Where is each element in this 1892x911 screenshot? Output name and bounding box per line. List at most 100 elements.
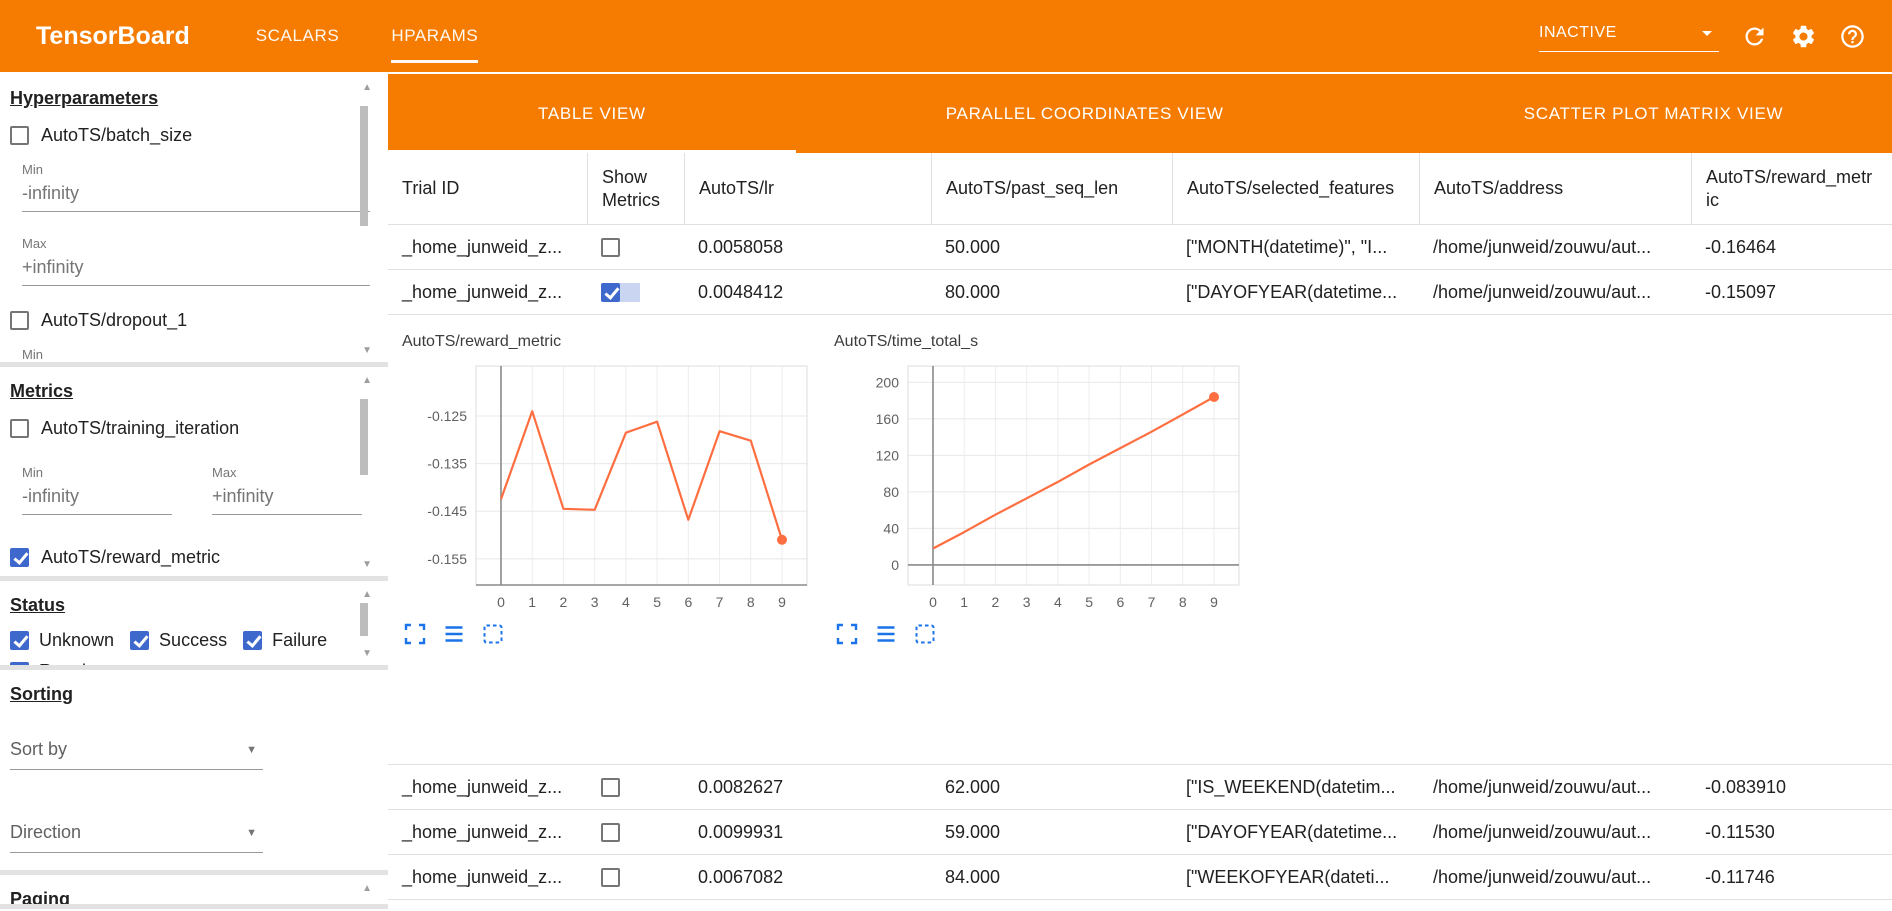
refresh-icon[interactable] bbox=[1741, 23, 1768, 50]
chart-title: AutoTS/reward_metric bbox=[402, 333, 562, 350]
cell-trial-id: _home_junweid_z... bbox=[402, 776, 563, 797]
table-row[interactable]: _home_junweid_z... 0.0082627 62.000 ["IS_WE… bbox=[388, 765, 1892, 810]
settings-icon[interactable] bbox=[1790, 23, 1817, 50]
selection-box-icon[interactable] bbox=[482, 623, 504, 645]
show-metrics-checkbox[interactable] bbox=[601, 867, 620, 887]
svg-text:-0.155: -0.155 bbox=[427, 551, 467, 567]
reward-metric-checkbox[interactable] bbox=[10, 548, 29, 567]
hparam-dropout-row[interactable]: AutoTS/dropout_1 bbox=[10, 310, 370, 331]
tab-scatter-plot-matrix-view[interactable]: SCATTER PLOT MATRIX VIEW bbox=[1523, 103, 1784, 123]
max-input[interactable]: +infinity bbox=[22, 257, 370, 286]
success-checkbox[interactable] bbox=[130, 631, 150, 650]
table-view-icon[interactable] bbox=[875, 623, 897, 645]
table-row[interactable]: _home_junweid_z... 0.0067082 84.000 ["WEEKO… bbox=[388, 855, 1892, 900]
min-input[interactable]: -infinity bbox=[22, 183, 370, 212]
sort-by-label: Sort by bbox=[10, 739, 68, 759]
running-checkbox[interactable] bbox=[10, 662, 29, 665]
sidebar: Hyperparameters AutoTS/batch_size Min -i… bbox=[0, 74, 388, 909]
tab-table-view[interactable]: TABLE VIEW bbox=[388, 74, 796, 153]
table-rows-bottom: _home_junweid_z... 0.0082627 62.000 ["IS_WE… bbox=[388, 765, 1892, 900]
min-label: Min bbox=[22, 347, 43, 362]
help-icon[interactable] bbox=[1839, 23, 1866, 50]
min-input[interactable]: -infinity bbox=[22, 486, 172, 515]
dropout-min-field: Min bbox=[22, 347, 370, 362]
cell-address: /home/junweid/zouwu/aut... bbox=[1433, 866, 1652, 887]
show-metrics-checkbox[interactable] bbox=[601, 282, 620, 302]
metric-label: AutoTS/training_iteration bbox=[41, 418, 240, 438]
scrollbar-thumb[interactable] bbox=[360, 399, 368, 475]
time-total-chart[interactable]: 0 1 2 3 4 5 6 7 8 9 0 40 80 120 160 200 bbox=[832, 359, 1244, 611]
cell-address: /home/junweid/zouwu/aut... bbox=[1433, 236, 1652, 257]
chart-block-reward-metric: AutoTS/reward_metric 0 1 2 3 4 5 6 7 8 9 -0.125 -0.… bbox=[400, 331, 816, 645]
cell-reward-metric: -0.16464 bbox=[1705, 236, 1777, 257]
scroll-up-icon[interactable]: ▲ bbox=[362, 82, 372, 93]
selection-box-icon[interactable] bbox=[914, 623, 936, 645]
svg-text:7: 7 bbox=[716, 594, 724, 610]
scroll-up-icon[interactable]: ▲ bbox=[362, 589, 372, 600]
training-iteration-checkbox[interactable] bbox=[10, 419, 29, 438]
tab-scalars[interactable]: SCALARS bbox=[255, 26, 340, 45]
cell-lr: 0.0048412 bbox=[698, 281, 784, 302]
fullscreen-icon[interactable] bbox=[836, 623, 858, 645]
status-failure[interactable]: Failure bbox=[243, 630, 327, 651]
status-label: Running bbox=[39, 661, 106, 665]
tab-parallel-coordinates-view[interactable]: PARALLEL COORDINATES VIEW bbox=[945, 103, 1224, 123]
scrollbar-thumb[interactable] bbox=[360, 106, 368, 226]
reload-mode-value: INACTIVE bbox=[1539, 23, 1617, 41]
show-metrics-checkbox[interactable] bbox=[601, 777, 620, 797]
batch-size-max-field: Max +infinity bbox=[22, 236, 370, 286]
table-view-icon[interactable] bbox=[443, 623, 465, 645]
show-metrics-checkbox[interactable] bbox=[601, 822, 620, 842]
svg-text:8: 8 bbox=[1179, 594, 1187, 610]
scrollbar-thumb[interactable] bbox=[360, 603, 368, 636]
table-row[interactable]: _home_junweid_z... 0.0048412 80.000 ["DAYOF… bbox=[388, 270, 1892, 315]
direction-select[interactable]: Direction ▼ bbox=[10, 816, 263, 853]
reload-mode-select[interactable]: INACTIVE bbox=[1539, 21, 1719, 52]
status-label: Success bbox=[159, 630, 228, 650]
cell-selected-features: ["DAYOFYEAR(datetime... bbox=[1186, 281, 1398, 302]
column-header-0[interactable]: Trial ID bbox=[402, 178, 460, 199]
scroll-down-icon[interactable]: ▼ bbox=[362, 559, 372, 570]
scroll-up-icon[interactable]: ▲ bbox=[362, 883, 372, 894]
svg-text:6: 6 bbox=[1116, 594, 1124, 610]
column-header-3[interactable]: AutoTS/past_seq_len bbox=[931, 153, 1172, 224]
column-header-2[interactable]: AutoTS/lr bbox=[684, 153, 931, 224]
show-metrics-checkbox[interactable] bbox=[601, 237, 620, 257]
column-header-5[interactable]: AutoTS/address bbox=[1419, 153, 1691, 224]
column-header-4[interactable]: AutoTS/selected_features bbox=[1172, 153, 1419, 224]
scroll-up-icon[interactable]: ▲ bbox=[362, 375, 372, 386]
metric-training-iteration-row[interactable]: AutoTS/training_iteration bbox=[10, 418, 370, 439]
fullscreen-icon[interactable] bbox=[404, 623, 426, 645]
cell-past-seq-len: 84.000 bbox=[945, 866, 1001, 887]
status-running[interactable]: Running bbox=[10, 661, 106, 665]
failure-checkbox[interactable] bbox=[243, 631, 263, 650]
tab-hparams[interactable]: HPARAMS bbox=[365, 0, 504, 72]
hparam-label: AutoTS/dropout_1 bbox=[41, 310, 188, 330]
chart-title: AutoTS/time_total_s bbox=[834, 333, 979, 350]
svg-text:5: 5 bbox=[1085, 594, 1093, 610]
scroll-down-icon[interactable]: ▼ bbox=[362, 345, 372, 356]
table-row[interactable]: _home_junweid_z... 0.0058058 50.000 ["MONTH… bbox=[388, 225, 1892, 270]
table-row[interactable]: _home_junweid_z... 0.0099931 59.000 ["DAYOF… bbox=[388, 810, 1892, 855]
min-label: Min bbox=[22, 465, 43, 480]
app-header: TensorBoard SCALARS HPARAMS INACTIVE bbox=[0, 0, 1892, 72]
column-header-1[interactable]: Show Metrics bbox=[587, 153, 684, 224]
sort-by-select[interactable]: Sort by ▼ bbox=[10, 733, 263, 770]
svg-text:1: 1 bbox=[528, 594, 536, 610]
trials-table: Trial ID Show Metrics AutoTS/lr AutoTS/past… bbox=[388, 153, 1892, 900]
chevron-down-icon bbox=[1702, 30, 1712, 36]
column-header-6[interactable]: AutoTS/reward_metric bbox=[1691, 153, 1888, 224]
reward-metric-chart[interactable]: 0 1 2 3 4 5 6 7 8 9 -0.125 -0.135 -0.145 -0.155 bbox=[400, 359, 812, 611]
batch-size-checkbox[interactable] bbox=[10, 126, 29, 145]
unknown-checkbox[interactable] bbox=[10, 631, 29, 650]
dropout-checkbox[interactable] bbox=[10, 311, 29, 330]
svg-text:120: 120 bbox=[876, 447, 900, 463]
max-input[interactable]: +infinity bbox=[212, 486, 362, 515]
status-success[interactable]: Success bbox=[130, 630, 227, 651]
metric-reward-metric-row[interactable]: AutoTS/reward_metric bbox=[10, 547, 370, 568]
hparam-label: AutoTS/batch_size bbox=[41, 125, 193, 145]
status-title: Status bbox=[10, 595, 66, 615]
hparam-batch-size-row[interactable]: AutoTS/batch_size bbox=[10, 125, 370, 146]
status-unknown[interactable]: Unknown bbox=[10, 630, 114, 651]
scroll-down-icon[interactable]: ▼ bbox=[362, 648, 372, 659]
